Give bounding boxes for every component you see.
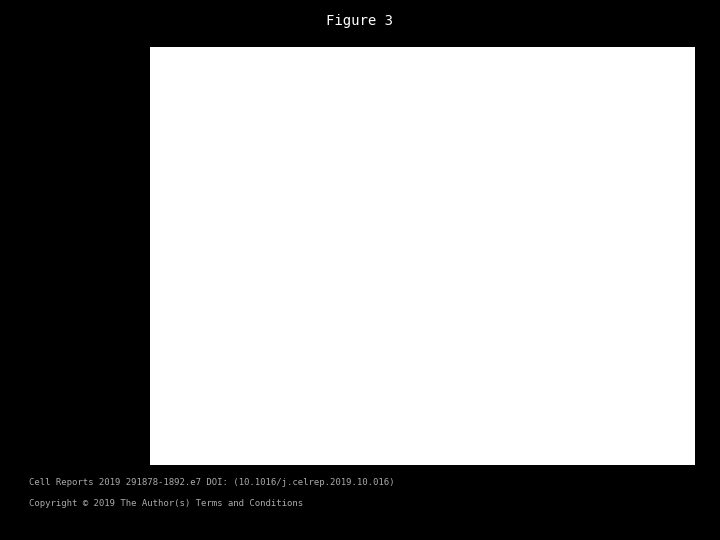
Text: Copyright © 2019 The Author(s) Terms and Conditions: Copyright © 2019 The Author(s) Terms and… bbox=[29, 498, 303, 508]
Text: Cell Reports 2019 291878-1892.e7 DOI: (10.1016/j.celrep.2019.10.016): Cell Reports 2019 291878-1892.e7 DOI: (1… bbox=[29, 478, 395, 487]
Text: Figure 3: Figure 3 bbox=[326, 14, 394, 28]
